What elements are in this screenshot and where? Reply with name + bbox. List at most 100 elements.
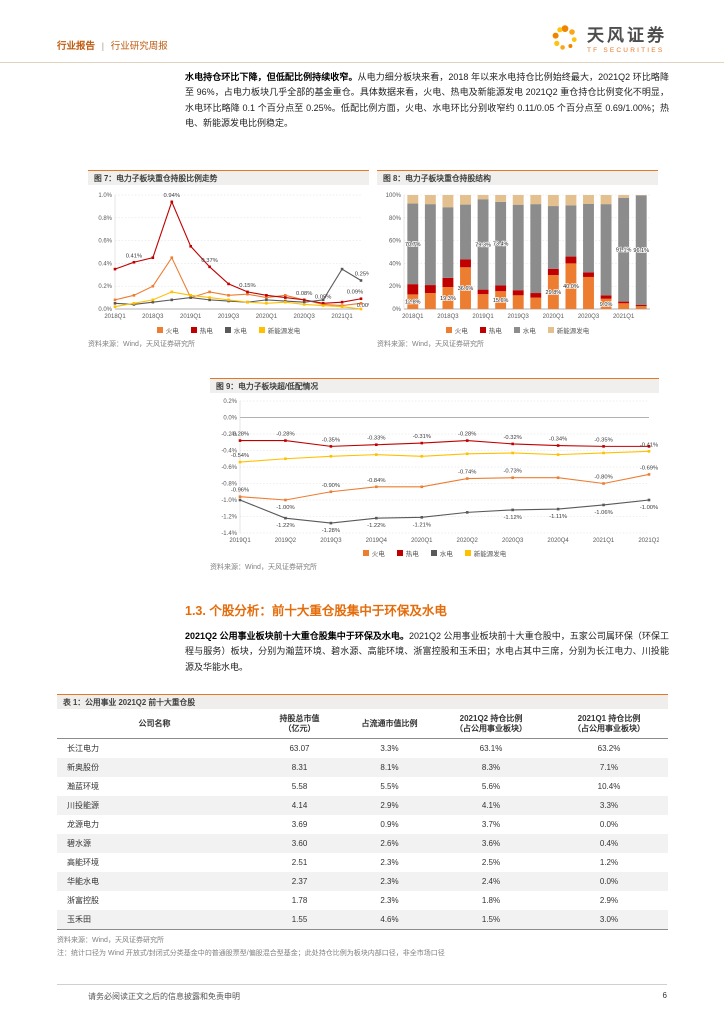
bar-segment [512,204,524,291]
bar-segment [565,195,577,206]
legend-swatch [445,327,452,333]
series-line [239,473,650,501]
table-row: 华能水电 2.37 2.3% 2.4% 0.0% [57,871,668,891]
y-tick-label: 20% [389,284,402,290]
value-cell: 2.9% [380,800,399,810]
figure-7-legend: 火电 热电 水电 新能源发电 [88,325,369,335]
intro-body-text: 从电力细分板块来看，2018 年以来水电持仓比例始终最大，2021Q2 环比略降… [185,72,669,129]
data-point [375,453,378,456]
table-header-row: 公司名称 持股总市值 （亿元） 占流通市值比例 2021Q2 持仓比例 （占公用事业板… [57,711,668,739]
bar-segment [407,203,419,285]
figure-7-line-chart: 0.0% 0.2% 0.4% 0.6% 0.8% 1.0% 2018Q1 2018Q3 2019… [98,193,369,320]
bar-segment [618,195,630,198]
company-name-cell: 川投能源 [67,800,99,810]
bar-segment [618,303,630,309]
figure-9: 图 9：电力子板块超/低配情况 0.2% 0.0% -0.2% -0.4% -0.6% -… [210,378,659,572]
y-tick-label: -1.4% [221,531,237,537]
value-cell: 1.55 [252,909,347,930]
data-label: -0.41% [640,442,658,448]
figure-8-title: 图 8：电力子板块重仓持股结构 [377,170,658,185]
data-point [151,298,155,302]
company-name-cell: 碧水源 [67,838,91,848]
data-label: 9.0% [600,302,613,308]
value-cell: 7.1% [599,762,619,772]
bar-segment [442,277,454,287]
value-cell: 2.9% [599,895,619,905]
bar-segment [477,289,489,295]
bar-segment [600,195,612,205]
bar-segment [442,195,454,208]
bar-segment [565,263,577,309]
data-label: -0.84% [367,478,385,484]
data-point [375,485,378,489]
data-point [284,457,287,461]
data-label: -0.28% [231,432,249,438]
bar-segment [635,306,647,309]
bar-segment [583,276,594,309]
figure-9-title: 图 9：电力子板块超/低配情况 [210,378,659,393]
y-tick-label: 0.6% [98,239,112,245]
data-label: 0.37% [201,258,217,264]
bar-segment [635,195,647,306]
legend-swatch [362,550,369,556]
y-tick-label: 0.2% [98,284,112,290]
page-header: 行业报告 | 行业研究周报 天风证券 TF SECURITIES [57,20,667,58]
bar-segment [600,204,612,296]
data-label: -1.12% [503,515,521,521]
para2-body-text: 2021Q2 公用事业板块前十大重仓股中，五家公司属环保（环保工程与服务）板块，… [185,631,669,672]
series-line [239,499,650,524]
bar-segment [460,267,471,309]
value-cell: 3.60 [291,838,308,848]
brand-text: 天风证券 TF SECURITIES [587,26,667,55]
data-point [359,307,363,311]
figure-9-line-chart: 0.2% 0.0% -0.2% -0.4% -0.6% -0.8% -1.0% -1.2% -1… [221,399,659,544]
data-point [284,294,287,297]
brand-block: 天风证券 TF SECURITIES [550,23,667,58]
data-point [189,245,192,248]
figure-7-source: 资料来源：Wind，天风证券研究所 [88,341,195,348]
data-point [329,454,333,458]
data-label: 0.41% [126,253,142,259]
table-header-cell: 公司名称 [57,711,252,739]
bar-segment [407,294,419,309]
bar-segment [547,206,559,269]
bar-segment [583,204,594,273]
bar-segment [477,195,489,200]
series-line [114,268,362,305]
table-header: 公司名称 持股总市值 （亿元） 占流通市值比例 2021Q2 持仓比例 （占公用事业板… [57,711,668,739]
value-cell: 2.3% [380,876,399,886]
data-point [151,284,155,288]
table-row: 长江电力 63.07 3.3% 63.1% 63.2% [57,738,668,758]
bar-segment [565,256,577,264]
tf-securities-logo-icon [550,23,580,58]
data-point [329,445,333,448]
data-point [511,451,514,455]
data-label: 0.00% [357,303,369,309]
data-label: 29.8% [546,290,562,296]
data-point [132,294,136,297]
figure-7: 图 7：电力子板块重仓持股比例走势 0.0% 0.2% 0.4% 0.6% 0.8% 1.… [88,170,369,349]
x-tick-label: 2020Q1 [543,314,565,320]
bar-segment [583,272,594,277]
intro-paragraph: 水电持仓环比下降，但低配比例持续收窄。从电力细分板块来看，2018 年以来水电持… [185,70,669,132]
data-point [302,300,306,304]
header-divider [0,62,724,63]
bar-segment [530,204,542,294]
value-cell: 1.5% [432,909,550,930]
value-cell: 5.58 [291,781,308,791]
bar-segment [407,195,419,204]
y-tick-label: 1.0% [98,193,112,199]
value-cell: 3.3% [380,743,399,753]
data-label: -0.34% [549,437,567,443]
bar-segment [424,204,436,286]
data-point [238,460,242,464]
figure-8-stacked-bar-chart: 0% 20% 40% 60% 80% 100% 2018Q1 2018Q3 2019Q1 2019… [386,193,650,320]
company-name-cell: 浙富控股 [67,895,99,905]
value-cell: 3.69 [291,819,308,829]
table-row: 龙源电力 3.69 0.9% 3.7% 0.0% [57,815,668,834]
y-tick-label: 40% [389,261,402,267]
bar-segment [424,285,436,294]
legend-label: 新能源发电 [556,328,590,335]
data-label: -1.11% [549,514,567,520]
bar-segment [600,295,612,299]
